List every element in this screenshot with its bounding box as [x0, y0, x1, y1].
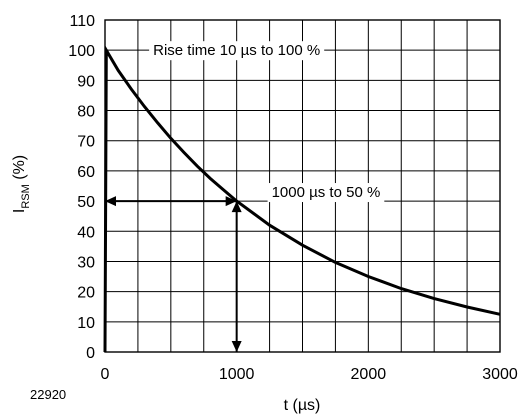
y-tick-label: 10: [77, 315, 95, 332]
y-tick-label: 70: [77, 134, 95, 151]
y-tick-label: 60: [77, 164, 95, 181]
annotation-text: 1000 µs to 50 %: [272, 184, 381, 201]
annotations: Rise time 10 µs to 100 % 1000 µs to 50 %: [149, 41, 385, 203]
y-axis-label-main: I: [11, 209, 28, 213]
y-axis-label-unit: (%): [11, 155, 28, 184]
series-line: [103, 44, 501, 353]
x-tick-label: 1000: [219, 366, 255, 383]
arrow-markers: [105, 196, 242, 352]
annotation-bg: [267, 183, 385, 203]
y-tick-label: 90: [77, 73, 95, 90]
annotation-text: Rise time 10 µs to 100 %: [153, 42, 320, 59]
annotation: 1000 µs to 50 %: [267, 183, 385, 203]
annotation: Rise time 10 µs to 100 %: [149, 41, 325, 61]
y-tick-label: 50: [77, 194, 95, 211]
y-tick-label: 30: [77, 254, 95, 271]
arrowhead: [231, 201, 242, 213]
y-tick-label: 0: [86, 345, 95, 362]
annotation-bg: [149, 41, 325, 61]
arrowhead: [225, 196, 237, 207]
figure-number: 22920: [30, 387, 66, 402]
tick-labels: 0 10 20 30 40 50 60 70 80 90 100 110 0 1000 2000 3000: [68, 13, 518, 383]
y-tick-label: 100: [68, 43, 95, 60]
y-tick-label: 110: [69, 13, 95, 30]
arrowhead: [231, 341, 242, 352]
x-tick-label: 0: [101, 366, 110, 383]
y-tick-label: 40: [77, 224, 95, 241]
x-axis-label: t (µs): [284, 397, 321, 414]
y-axis-label-sub: RSM: [20, 184, 32, 208]
y-tick-label: 20: [77, 285, 95, 302]
y-axis-label: IRSM (%): [11, 155, 32, 213]
y-tick-label: 80: [77, 104, 95, 121]
x-tick-label: 3000: [482, 366, 518, 383]
x-tick-label: 2000: [351, 366, 387, 383]
arrowhead: [105, 196, 116, 207]
